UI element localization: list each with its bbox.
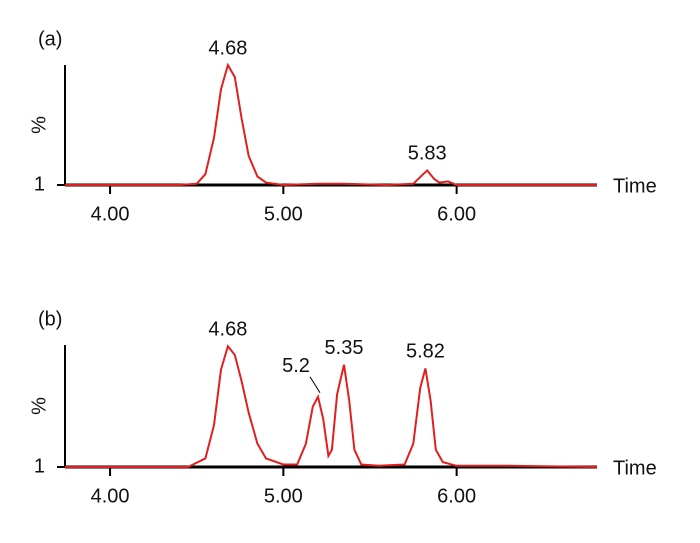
y-axis-label: % [28, 116, 50, 134]
y-tick-label: 1 [34, 455, 45, 477]
peak-label: 4.68 [208, 37, 247, 59]
trace-line [65, 344, 598, 468]
trace-line [65, 62, 597, 187]
x-tick-label: 5.00 [264, 485, 303, 507]
x-tick-label: 6.00 [437, 485, 476, 507]
peak-label: 5.2 [282, 355, 310, 377]
panel-title: (b) [38, 308, 62, 330]
leader-line [309, 376, 321, 394]
x-tick-label: 4.00 [91, 485, 130, 507]
peak-label: 5.82 [406, 341, 445, 363]
x-axis-label: Time [613, 175, 657, 197]
x-tick-label: 6.00 [437, 203, 476, 225]
x-tick-label: 4.00 [91, 203, 130, 225]
peak-label: 4.68 [208, 319, 247, 341]
x-axis-label: Time [613, 457, 657, 479]
y-tick-label: 1 [34, 173, 45, 195]
panel-title: (a) [38, 28, 62, 50]
x-tick-label: 5.00 [264, 203, 303, 225]
peak-label: 5.83 [408, 143, 447, 165]
peak-label: 5.35 [325, 337, 364, 359]
y-axis-label: % [28, 397, 50, 415]
